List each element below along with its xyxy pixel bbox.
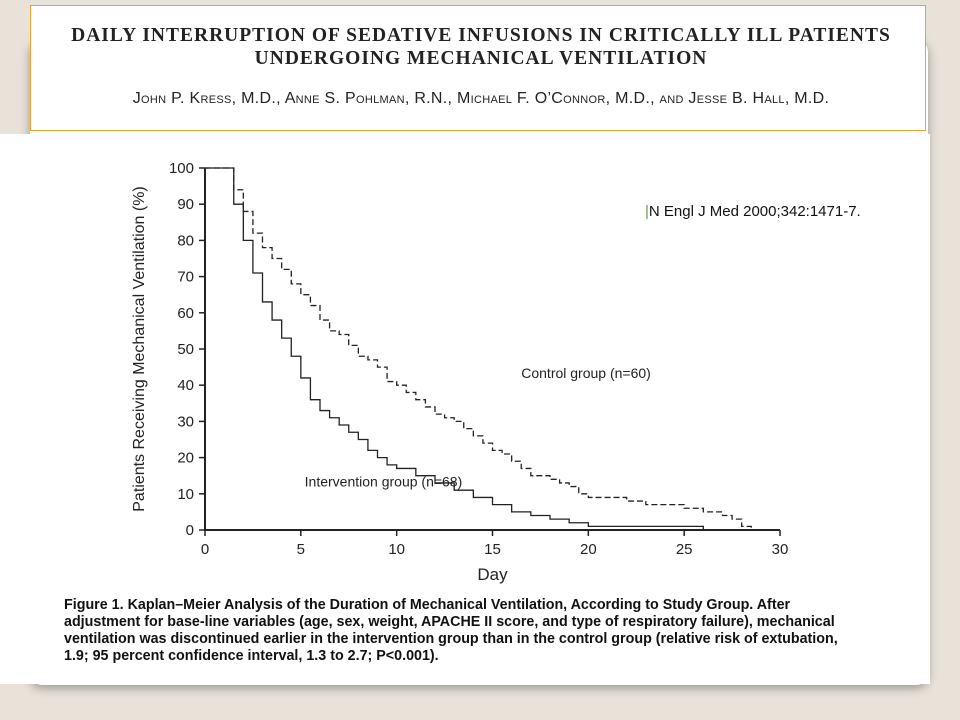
y-tick-label: 20 bbox=[177, 450, 194, 467]
intervention-group-label: Intervention group (n=68) bbox=[305, 474, 463, 490]
km-chart: 0 5 10 15 20 25 30 0 10 20 30 40 50 60 70 80 90 100 Day Pat… bbox=[131, 160, 789, 584]
caption-title: Kaplan–Meier Analysis of the Duration of… bbox=[123, 597, 754, 613]
x-tick-label: 30 bbox=[772, 541, 789, 558]
figure-caption: Figure 1. Kaplan–Meier Analysis of the D… bbox=[64, 597, 864, 665]
x-axis-label: Day bbox=[477, 565, 508, 584]
control-group-line bbox=[205, 167, 752, 530]
x-tick-label: 20 bbox=[580, 541, 597, 558]
caption-label: Figure 1. bbox=[64, 597, 124, 613]
control-group-label: Control group (n=60) bbox=[521, 365, 651, 381]
y-axis-label: Patients Receiving Mechanical Ventilatio… bbox=[131, 186, 148, 512]
citation-mark: | bbox=[645, 203, 649, 220]
intervention-group-line bbox=[205, 167, 742, 531]
y-tick-label: 70 bbox=[177, 269, 194, 286]
y-tick-label: 0 bbox=[186, 522, 194, 539]
paper-title: Daily Interruption of Sedative Infusions… bbox=[71, 25, 891, 69]
x-tick-label: 25 bbox=[676, 541, 693, 558]
y-tick-label: 10 bbox=[177, 486, 194, 503]
y-tick-label: 80 bbox=[177, 232, 194, 249]
figure-panel bbox=[0, 134, 930, 684]
caption-body: After adjustment for base-line variables… bbox=[64, 597, 838, 664]
y-tick-label: 50 bbox=[177, 341, 194, 358]
x-tick-label: 10 bbox=[388, 541, 405, 558]
y-tick-label: 60 bbox=[177, 305, 194, 322]
paper-header: Daily Interruption of Sedative Infusions… bbox=[30, 5, 926, 131]
x-tick-label: 5 bbox=[297, 541, 305, 558]
y-tick-label: 40 bbox=[177, 377, 194, 394]
x-tick-label: 15 bbox=[484, 541, 501, 558]
y-tick-label: 90 bbox=[177, 196, 194, 213]
journal-citation: |N Engl J Med 2000;342:1471-7. bbox=[645, 203, 861, 220]
y-tick-label: 30 bbox=[177, 413, 194, 430]
paper-authors: John P. Kress, M.D., Anne S. Pohlman, R.… bbox=[132, 90, 830, 107]
y-tick-label: 100 bbox=[169, 160, 194, 177]
x-tick-label: 0 bbox=[201, 541, 209, 558]
citation-text: N Engl J Med 2000;342:1471-7. bbox=[648, 203, 861, 220]
